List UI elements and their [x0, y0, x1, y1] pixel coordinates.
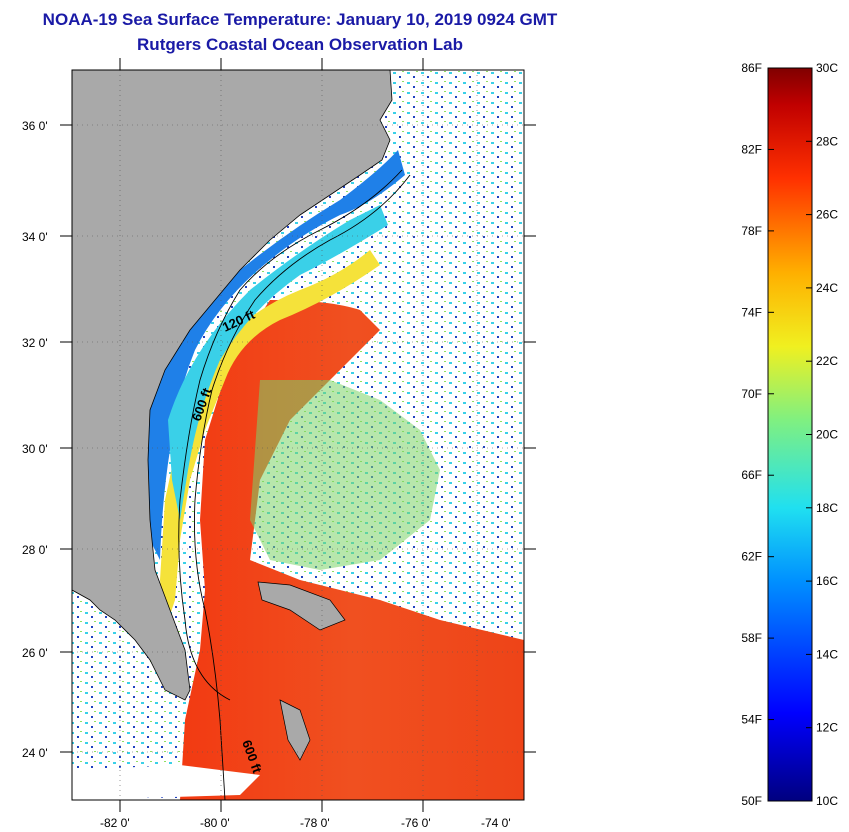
colorbar-ticks: [768, 67, 812, 802]
colorbar-c-label: 16C: [816, 574, 838, 588]
colorbar-c-label: 14C: [816, 647, 838, 661]
colorbar-f-label: 50F: [741, 794, 762, 808]
colorbar-c-label: 30C: [816, 61, 838, 75]
colorbar-labels: 86F 82F 78F 74F 70F 66F 62F 58F 54F 50F 30C 28C 26C 2…: [741, 61, 838, 808]
lat-label-36: 36 0': [22, 119, 48, 133]
colorbar-f-label: 74F: [741, 305, 762, 319]
lon-label-76: -76 0': [401, 816, 431, 830]
colorbar-c-label: 22C: [816, 354, 838, 368]
colorbar-f-label: 54F: [741, 713, 762, 727]
lat-label-24: 24 0': [22, 746, 48, 760]
colorbar-c-label: 26C: [816, 208, 838, 222]
map-subtitle: Rutgers Coastal Ocean Observation Lab: [137, 35, 463, 54]
lat-label-30: 30 0': [22, 442, 48, 456]
colorbar-f-label: 58F: [741, 631, 762, 645]
colorbar-f-label: 78F: [741, 224, 762, 238]
cuba-cloud: [72, 765, 260, 800]
colorbar-c-label: 18C: [816, 501, 838, 515]
coastal-cold-water: [144, 150, 405, 560]
colorbar: [767, 67, 813, 802]
bahamas-island: [257, 581, 346, 631]
lon-label-80: -80 0': [200, 816, 230, 830]
colorbar-f-label: 70F: [741, 387, 762, 401]
lon-label-82: -82 0': [100, 816, 130, 830]
contour-120ft: [178, 169, 403, 701]
transition-water: [250, 380, 440, 570]
contour-600ft: [193, 174, 411, 800]
map-title: NOAA-19 Sea Surface Temperature: January…: [42, 10, 558, 29]
map-frame: [71, 69, 525, 801]
colorbar-f-label: 82F: [741, 142, 762, 156]
andros-island: [279, 699, 311, 761]
colorbar-c-label: 24C: [816, 281, 838, 295]
lat-label-26: 26 0': [22, 646, 48, 660]
lat-label-32: 32 0': [22, 336, 48, 350]
land-mass: [72, 70, 393, 701]
lat-label-28: 28 0': [22, 543, 48, 557]
colorbar-f-label: 62F: [741, 550, 762, 564]
colorbar-c-label: 20C: [816, 428, 838, 442]
sst-map: 120 ft 600 ft 600 ft: [72, 70, 524, 800]
map-ticks: [60, 58, 536, 812]
colorbar-c-label: 28C: [816, 134, 838, 148]
colorbar-c-label: 12C: [816, 721, 838, 735]
colorbar-f-label: 66F: [741, 468, 762, 482]
colorbar-c-label: 10C: [816, 794, 838, 808]
map-grid: [72, 70, 524, 800]
lon-label-78: -78 0': [300, 816, 330, 830]
lon-label-74: -74 0': [481, 816, 511, 830]
coastal-cool-water: [168, 205, 388, 520]
lat-label-34: 34 0': [22, 230, 48, 244]
colorbar-f-label: 86F: [741, 61, 762, 75]
